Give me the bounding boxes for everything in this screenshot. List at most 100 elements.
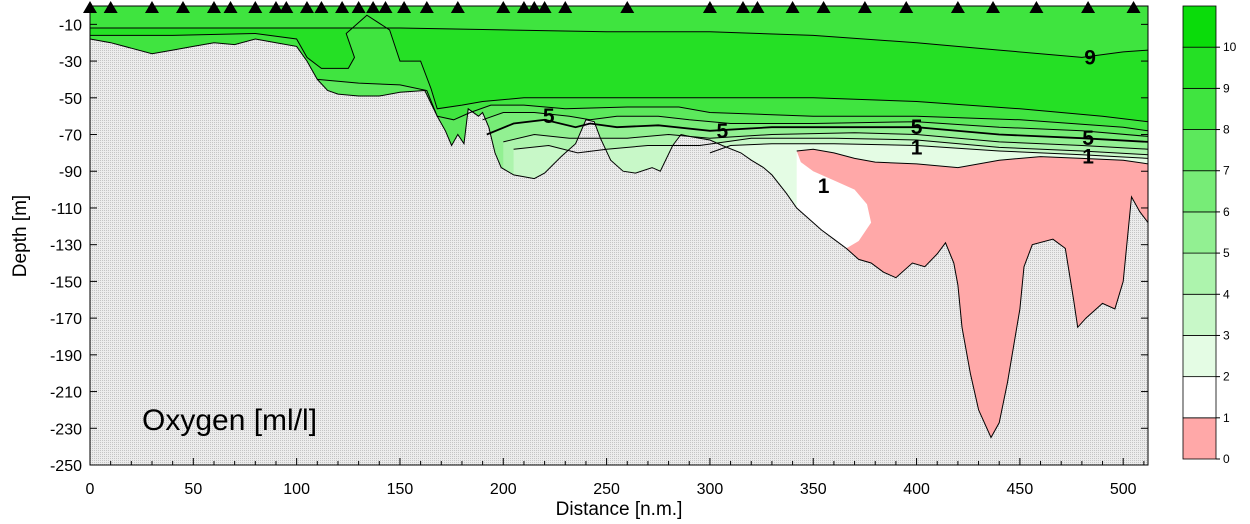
- anoxic-zone: [796, 149, 1148, 438]
- contour-lines: [90, 14, 1148, 439]
- station-marker: [279, 1, 294, 13]
- y-tick-label: -230: [50, 421, 82, 438]
- contour-label: 1: [1082, 146, 1094, 169]
- y-tick-label: -50: [59, 91, 82, 108]
- colorbar: 0 1 2 3 4 5 6 7 8 9 10: [1182, 5, 1237, 466]
- colorbar-label: 5: [1223, 246, 1230, 260]
- station-marker: [986, 1, 1001, 13]
- contour-iso_2: [709, 143, 1148, 159]
- x-tick-label: 500: [1110, 481, 1137, 498]
- y-tick-label: -130: [50, 238, 82, 255]
- station-marker: [223, 1, 238, 13]
- x-tick-label: 350: [800, 481, 827, 498]
- y-tick-label: -150: [50, 274, 82, 291]
- contour-label: 5: [543, 105, 555, 128]
- y-tick-label: -10: [59, 17, 82, 34]
- station-marker: [1029, 1, 1044, 13]
- station-marker: [558, 1, 573, 13]
- station-marker: [419, 1, 434, 13]
- contour-iso_8: [90, 14, 1148, 123]
- contour-iso_3: [513, 137, 1148, 156]
- colorbar-segment: [1182, 376, 1217, 419]
- contour-label: 5: [716, 120, 728, 143]
- x-tick-label: 300: [697, 481, 724, 498]
- station-marker: [206, 1, 221, 13]
- y-axis-title: Depth [m]: [10, 195, 31, 277]
- station-marker: [450, 1, 465, 13]
- station-marker: [103, 1, 118, 13]
- y-tick-label: -250: [50, 458, 82, 475]
- x-axis-title: Distance [n.m.]: [556, 499, 683, 520]
- contour-iso_1: [796, 148, 1148, 169]
- plot-frame: [89, 5, 1149, 466]
- x-tick-label: 150: [387, 481, 414, 498]
- y-tick-label: -70: [59, 128, 82, 145]
- bottom-outline: [90, 38, 1148, 439]
- contour-iso_9: [90, 27, 1148, 58]
- station-marker: [378, 1, 393, 13]
- station-marker: [397, 1, 412, 13]
- x-tick-label: 250: [593, 481, 620, 498]
- colorbar-segment: [1182, 335, 1217, 378]
- colorbar-label: 7: [1223, 164, 1230, 178]
- colorbar-segment: [1182, 417, 1217, 460]
- station-marker: [1126, 1, 1141, 13]
- colorbar-segment: [1182, 87, 1217, 130]
- station-marker: [702, 1, 717, 13]
- colorbar-segment: [1182, 5, 1217, 48]
- colorbar-segment: [1182, 252, 1217, 295]
- station-marker: [1081, 1, 1096, 13]
- station-marker: [527, 1, 542, 13]
- seabed-area: [90, 39, 1148, 465]
- colorbar-label: 10: [1223, 40, 1237, 54]
- station-marker: [620, 1, 635, 13]
- x-tick-label: 100: [283, 481, 310, 498]
- station-marker: [314, 1, 329, 13]
- station-marker: [950, 1, 965, 13]
- station-marker: [351, 1, 366, 13]
- y-tick-label: -170: [50, 311, 82, 328]
- y-tick-label: -190: [50, 348, 82, 365]
- station-markers: [83, 1, 1141, 13]
- station-marker: [83, 1, 97, 13]
- x-axis: 0 50 100 150 200 250 300 350 400 450 500: [86, 458, 1145, 498]
- station-marker: [735, 1, 750, 13]
- station-marker: [366, 1, 381, 13]
- contour-iso_7: [317, 78, 1148, 132]
- colorbar-label: 4: [1223, 287, 1230, 301]
- colorbar-segment: [1182, 211, 1217, 254]
- station-marker: [175, 1, 190, 13]
- contour-iso_4: [503, 132, 1148, 150]
- contour-label: 1: [818, 175, 830, 198]
- contour-labels: 955 5 51 11: [543, 46, 1096, 198]
- colorbar-label: 1: [1223, 411, 1230, 425]
- y-tick-label: -110: [51, 201, 82, 218]
- colorbar-segment: [1182, 46, 1217, 89]
- station-marker: [750, 1, 765, 13]
- x-tick-label: 0: [86, 481, 95, 498]
- station-marker: [899, 1, 914, 13]
- station-marker: [496, 1, 511, 13]
- contour-label: 5: [911, 116, 923, 139]
- x-tick-label: 450: [1007, 481, 1034, 498]
- y-tick-label: -30: [59, 54, 82, 71]
- panel-title: Oxygen [ml/l]: [142, 404, 317, 437]
- station-marker: [516, 1, 531, 13]
- colorbar-label: 3: [1223, 328, 1230, 342]
- contour-iso_6: [482, 112, 1148, 137]
- contour-label: 9: [1084, 46, 1096, 69]
- station-marker: [335, 1, 350, 13]
- contour-label: 5: [1082, 127, 1094, 150]
- colorbar-segment: [1182, 129, 1217, 172]
- colorbar-label: 6: [1223, 205, 1230, 219]
- station-marker: [816, 1, 831, 13]
- colorbar-label: 9: [1223, 81, 1230, 95]
- y-tick-label: -90: [59, 164, 82, 181]
- colorbar-label: 2: [1223, 370, 1230, 384]
- station-marker: [785, 1, 800, 13]
- y-tick-label: -210: [50, 385, 82, 402]
- station-marker: [144, 1, 159, 13]
- y-axis: -10 -30 -50 -70 -90 -110 -130 -150 -170 -190 -210 -…: [50, 17, 1148, 475]
- colorbar-label: 8: [1223, 123, 1230, 137]
- station-marker: [248, 1, 263, 13]
